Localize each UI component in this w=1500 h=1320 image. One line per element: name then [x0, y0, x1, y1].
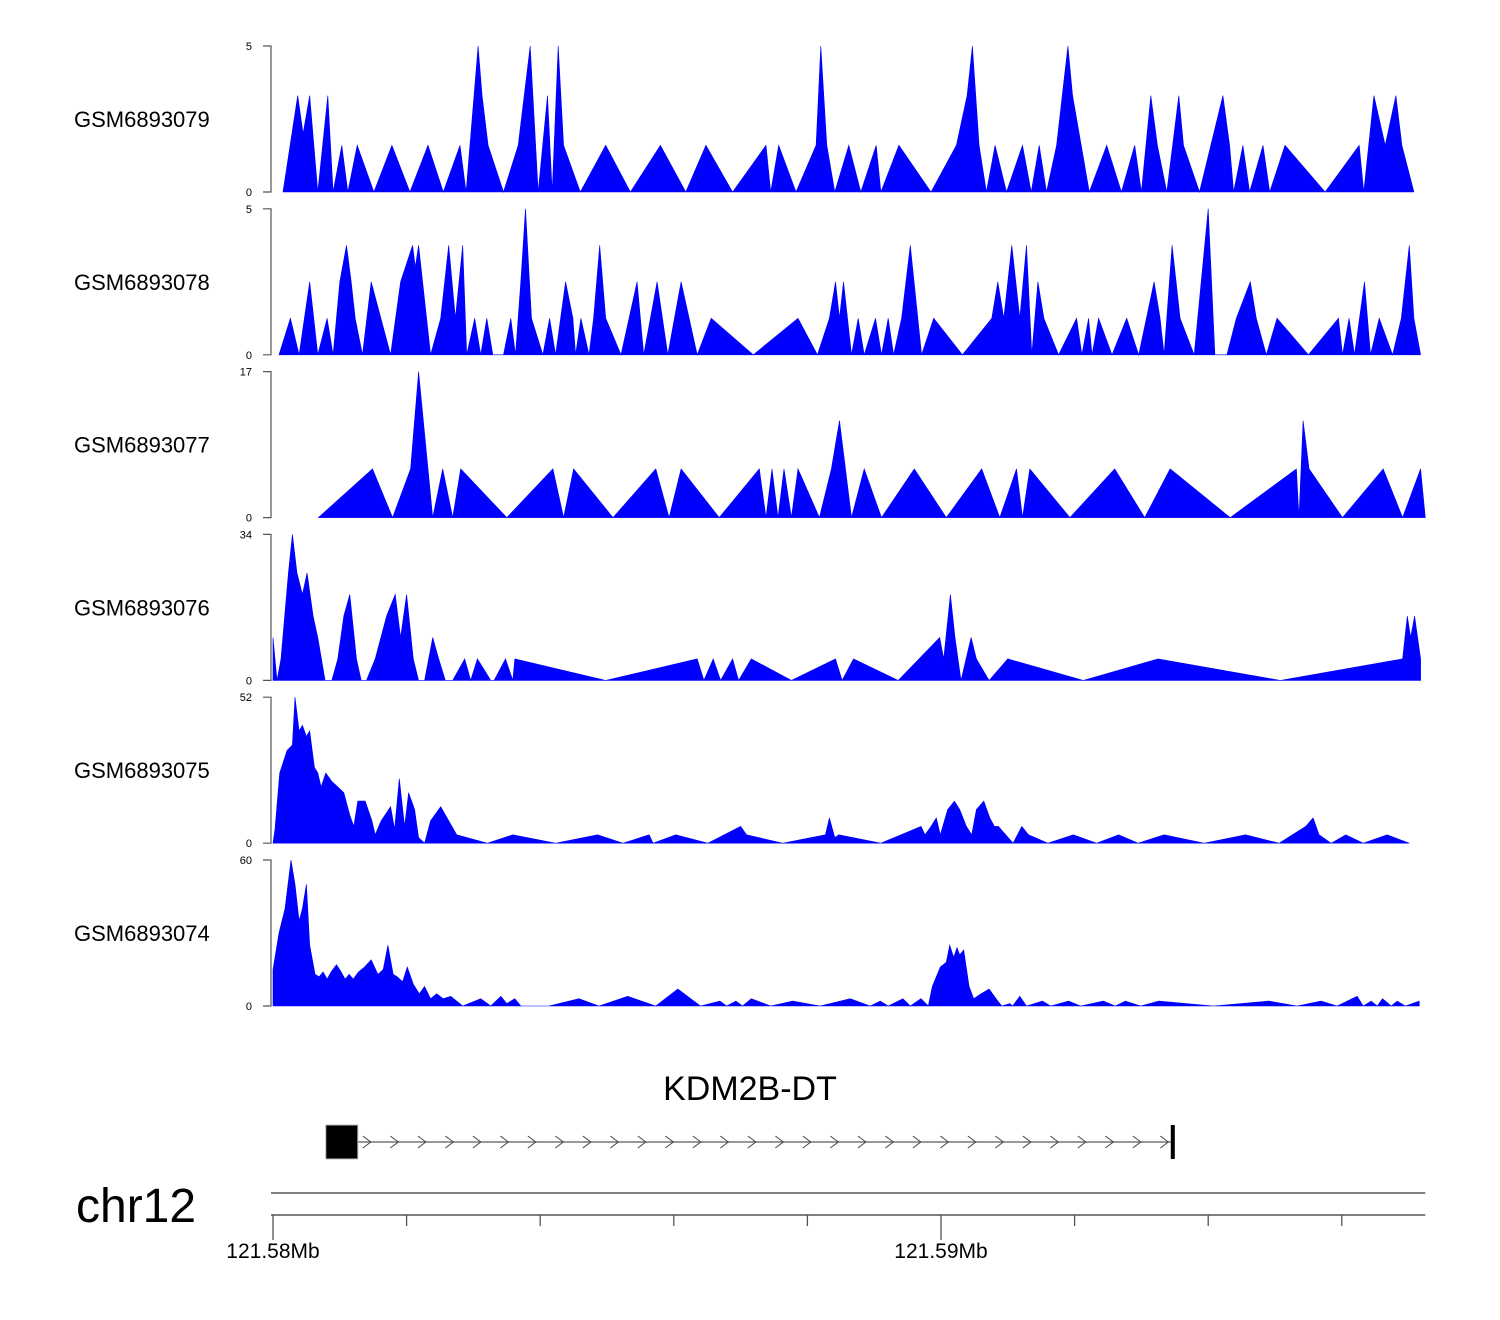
strand-arrow-icon — [555, 1135, 565, 1149]
track-name: GSM6893074 — [74, 921, 210, 946]
strand-arrow-icon — [665, 1135, 675, 1149]
y-tick-max: 60 — [240, 855, 252, 867]
track-GSM6893074: GSM6893074 60 0 — [74, 855, 1420, 1013]
track-name: GSM6893077 — [74, 433, 210, 458]
strand-arrow-icon — [527, 1135, 537, 1149]
coverage-area — [278, 208, 1421, 356]
y-tick-min: 0 — [246, 350, 252, 362]
track-GSM6893079: GSM6893079 5 0 — [74, 41, 1415, 199]
y-axis — [263, 533, 272, 681]
track-GSM6893075: GSM6893075 52 0 — [74, 692, 1410, 850]
strand-arrow-icon — [995, 1135, 1005, 1149]
y-tick-max: 34 — [240, 529, 252, 541]
track-GSM6893077: GSM6893077 17 0 — [74, 367, 1426, 525]
y-axis — [263, 45, 272, 193]
strand-arrow-icon — [692, 1135, 702, 1149]
strand-arrow-icon — [1105, 1135, 1115, 1149]
strand-arrow-icon — [967, 1135, 977, 1149]
strand-arrow-icon — [720, 1135, 730, 1149]
strand-arrow-icon — [362, 1135, 372, 1149]
strand-arrow-icon — [472, 1135, 482, 1149]
track-name: GSM6893079 — [74, 107, 210, 132]
strand-arrow-icon — [912, 1135, 922, 1149]
y-axis — [263, 859, 272, 1007]
track-name: GSM6893078 — [74, 270, 210, 295]
y-tick-max: 5 — [246, 204, 252, 216]
strand-arrow-icon — [390, 1135, 400, 1149]
y-tick-max: 5 — [246, 41, 252, 53]
strand-arrow-icon — [940, 1135, 950, 1149]
coverage-area — [282, 45, 1415, 194]
y-tick-max: 17 — [240, 367, 252, 379]
strand-arrow-icon — [1022, 1135, 1032, 1149]
strand-arrow-icon — [1050, 1135, 1060, 1149]
strand-arrow-icon — [1132, 1135, 1142, 1149]
chromosome-label: chr12 — [76, 1180, 196, 1233]
y-tick-min: 0 — [246, 838, 252, 850]
strand-arrow-icon — [802, 1135, 812, 1149]
track-name: GSM6893075 — [74, 758, 210, 783]
strand-arrow-icon — [417, 1135, 427, 1149]
strand-arrow-icon — [747, 1135, 757, 1149]
y-axis — [263, 371, 272, 519]
strand-arrow-icon — [775, 1135, 785, 1149]
y-tick-min: 0 — [246, 1001, 252, 1013]
genome-axis: chr12 121.58Mb 121.59Mb — [76, 1180, 1426, 1263]
axis-label: 121.58Mb — [226, 1240, 319, 1263]
strand-arrow-icon — [885, 1135, 895, 1149]
y-tick-max: 52 — [240, 692, 252, 704]
strand-arrow-icon — [1077, 1135, 1087, 1149]
strand-arrow-icon — [637, 1135, 647, 1149]
strand-arrow-icon — [445, 1135, 455, 1149]
strand-arrow-icon — [610, 1135, 620, 1149]
track-GSM6893076: GSM6893076 34 0 — [74, 529, 1421, 687]
strand-arrow-icon — [582, 1135, 592, 1149]
axis-label: 121.59Mb — [894, 1240, 987, 1263]
y-tick-min: 0 — [246, 675, 252, 687]
strand-arrow-icon — [830, 1135, 840, 1149]
strand-arrow-icon — [857, 1135, 867, 1149]
gene-track: KDM2B-DT — [325, 1070, 1175, 1160]
gene-label: KDM2B-DT — [663, 1070, 837, 1108]
coverage-area — [272, 697, 1410, 844]
exon-block — [325, 1124, 359, 1160]
coverage-area — [272, 859, 1420, 1007]
y-tick-min: 0 — [246, 187, 252, 199]
track-GSM6893078: GSM6893078 5 0 — [74, 204, 1421, 362]
exon-block — [1170, 1125, 1175, 1159]
coverage-area — [272, 534, 1421, 682]
strand-arrow-icon — [500, 1135, 510, 1149]
coverage-area — [317, 371, 1426, 519]
y-axis — [263, 208, 272, 356]
track-name: GSM6893076 — [74, 595, 210, 620]
coverage-tracks: GSM689307950GSM689307850GSM6893077170GSM… — [74, 41, 1426, 1013]
y-axis — [263, 696, 272, 844]
strand-arrow-icon — [1160, 1135, 1170, 1149]
y-tick-min: 0 — [246, 513, 252, 525]
